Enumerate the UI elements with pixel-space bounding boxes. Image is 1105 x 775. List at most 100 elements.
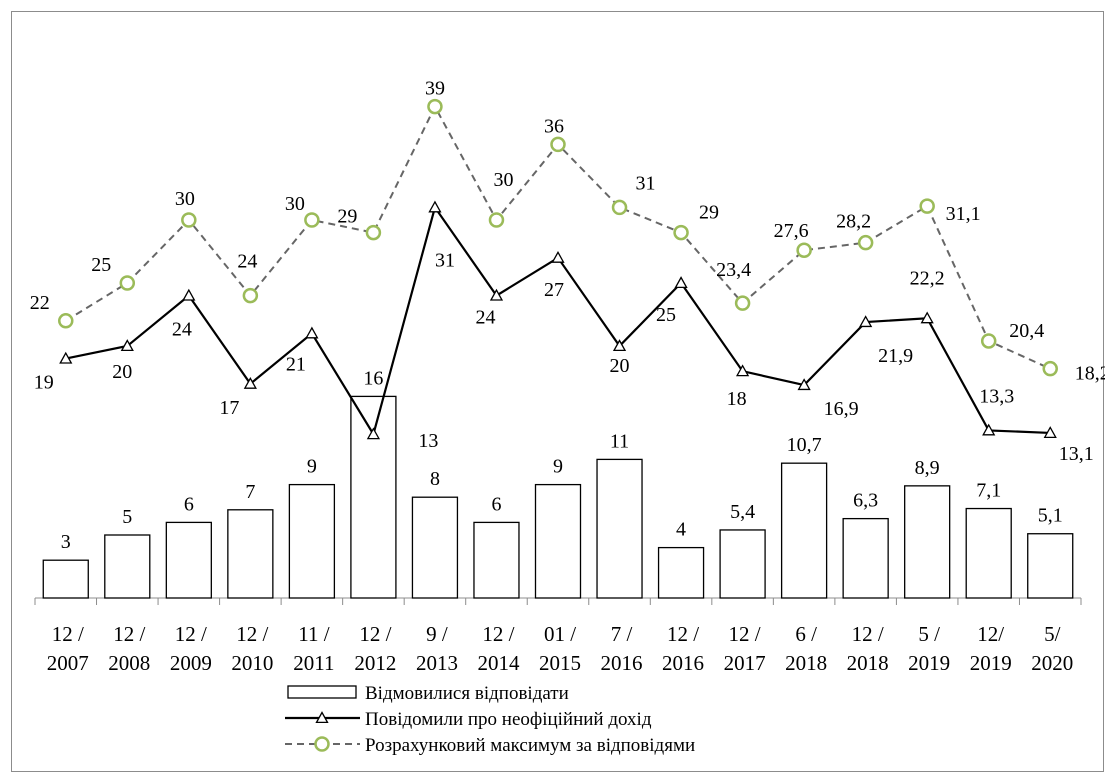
triangle-marker (735, 364, 750, 377)
bar-value-label: 6 (491, 493, 501, 515)
category-label-bottom: 2020 (1031, 651, 1073, 675)
line-value-label: 16,9 (824, 398, 859, 420)
x-axis-ticks (34, 598, 1082, 605)
circle-marker (242, 287, 259, 304)
dashed-value-label: 24 (237, 251, 257, 273)
category-label-bottom: 2019 (970, 651, 1012, 675)
bar (965, 507, 1012, 599)
category-label-top: 01 / (544, 622, 576, 646)
category-label-top: 12 / (175, 622, 207, 646)
triangle-marker (859, 315, 873, 328)
dashed-value-label: 31 (636, 172, 656, 194)
dashed-value-label: 36 (544, 115, 564, 137)
triangle-marker (315, 711, 329, 724)
dashed-value-label: 18,2 (1075, 363, 1105, 385)
category-label-top: 5 / (918, 622, 940, 646)
triangle-marker (243, 376, 257, 389)
category-label-top: 12 / (113, 622, 145, 646)
category-label-bottom: 2010 (231, 651, 273, 675)
bar (596, 458, 643, 599)
dashed-value-label: 39 (425, 78, 445, 100)
circle-marker (58, 313, 74, 329)
legend-circle-marker (314, 736, 330, 752)
bar-value-label: 3 (61, 531, 71, 553)
bar (411, 496, 459, 599)
line-value-label: 20 (112, 361, 132, 383)
circle-marker (734, 295, 751, 311)
bar-value-label: 7 (245, 481, 255, 503)
bar (1027, 533, 1074, 599)
data-labels: 3 5 6 7 9 16 8 6 9 11 4 5,4 10,7 6,3 8,9 7,1 5,1 19 20 24 17… (30, 78, 1105, 554)
bar (227, 509, 274, 599)
circle-marker (119, 275, 136, 291)
line-value-label: 21,9 (878, 345, 913, 367)
line-value-label: 13,3 (979, 385, 1014, 407)
category-label-bottom: 2018 (847, 651, 889, 675)
bar-value-label: 5,1 (1038, 505, 1063, 527)
category-label-top: 7 / (611, 622, 633, 646)
line-value-label: 20 (610, 355, 630, 377)
dashed-value-label: 31,1 (946, 203, 981, 225)
triangle-marker (982, 423, 996, 436)
line-value-label: 24 (172, 319, 192, 341)
circle-marker (181, 212, 197, 228)
category-label-bottom: 2009 (170, 651, 212, 675)
dashed-value-label: 28,2 (836, 211, 871, 233)
category-label-top: 12/ (977, 622, 1004, 646)
category-label-bottom: 2008 (108, 651, 150, 675)
category-label-bottom: 2018 (785, 651, 827, 675)
dashed-value-label: 29 (699, 202, 719, 224)
legend-label-solid: Повідомили про неофіційний дохід (365, 709, 652, 730)
bar-series (42, 395, 1074, 599)
dashed-value-label: 23,4 (716, 259, 751, 281)
bar-value-label: 5,4 (730, 501, 755, 523)
category-label-bottom: 2019 (908, 651, 950, 675)
bar-value-label: 6 (184, 493, 194, 515)
bar (657, 546, 705, 599)
category-label-bottom: 2014 (477, 651, 520, 675)
line-value-label: 19 (34, 372, 54, 394)
triangle-marker (59, 351, 73, 364)
bar (719, 529, 766, 599)
triangle-marker (920, 311, 934, 324)
solid-series-line (65, 204, 1051, 437)
category-label-top: 12 / (852, 622, 884, 646)
legend-label-dashed: Розрахунковий максимум за відповідями (365, 735, 695, 756)
legend-bar-swatch (287, 685, 357, 699)
category-label-bottom: 2011 (293, 651, 334, 675)
bar (165, 521, 212, 599)
bar (780, 462, 828, 599)
category-label-top: 12 / (482, 622, 514, 646)
circle-marker (673, 224, 689, 241)
triangle-marker (612, 339, 627, 352)
circle-marker (611, 199, 628, 216)
line-value-label: 24 (475, 307, 495, 329)
line-value-label: 25 (656, 304, 676, 326)
bar-value-label: 8 (430, 468, 440, 490)
triangle-marker (674, 276, 688, 289)
dashed-value-label: 30 (493, 169, 513, 191)
circle-marker (919, 198, 935, 214)
triangle-marker (120, 339, 134, 352)
dashed-value-label: 30 (175, 188, 195, 210)
triangle-marker (489, 288, 504, 301)
circle-marker (304, 212, 320, 228)
circle-marker (365, 224, 382, 241)
bar (104, 534, 151, 599)
bar (288, 483, 336, 599)
line-value-label: 22,2 (910, 267, 945, 289)
solid-line-series (59, 200, 1057, 440)
category-label-top: 12 / (52, 622, 84, 646)
category-label-top: 11 / (298, 622, 329, 646)
category-label-top: 5/ (1044, 622, 1061, 646)
category-label-top: 12 / (729, 622, 761, 646)
line-value-label: 27 (544, 279, 564, 301)
triangle-marker (182, 288, 196, 301)
circle-marker (796, 242, 812, 258)
bar (42, 559, 89, 599)
legend-label-bars: Відмовилися відповідати (365, 683, 569, 704)
category-label-top: 12 / (359, 622, 391, 646)
category-labels: 12 / 2007 12 / 2008 12 / 2009 12 / 2010 11 / 2011… (47, 622, 1073, 675)
bar-value-label: 6,3 (853, 490, 878, 512)
